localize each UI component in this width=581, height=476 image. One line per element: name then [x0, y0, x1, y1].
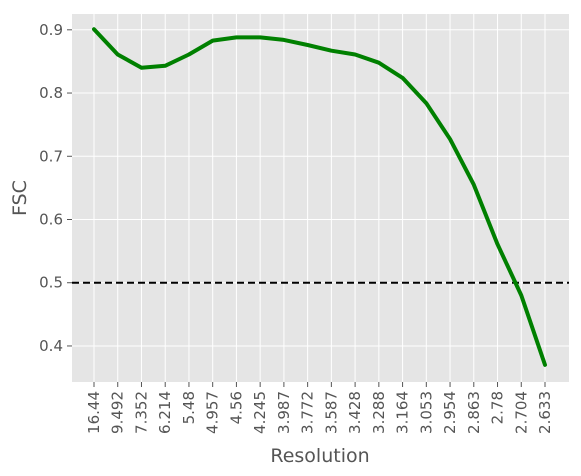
x-tick-label: 3.428: [346, 391, 364, 434]
y-ticks: 0.4 0.5 0.6 0.7 0.8 0.9: [39, 21, 72, 355]
y-axis-label: FSC: [9, 180, 31, 216]
x-tick-label: 2.863: [465, 391, 483, 434]
x-tick-label: 2.704: [512, 391, 530, 434]
plot-area: [72, 14, 569, 382]
x-tick-label: 6.214: [156, 391, 174, 434]
grid: [72, 14, 569, 382]
x-tick-label: 5.48: [180, 391, 198, 424]
y-tick-label: 0.8: [39, 84, 63, 102]
x-tick-label: 2.633: [536, 391, 554, 434]
y-tick-label: 0.6: [39, 210, 63, 228]
y-tick-label: 0.9: [39, 21, 63, 39]
x-tick-label: 3.772: [299, 391, 317, 434]
y-tick-label: 0.5: [39, 274, 63, 292]
x-tick-label: 2.78: [489, 391, 507, 424]
x-tick-label: 4.56: [227, 391, 245, 424]
x-tick-label: 3.053: [417, 391, 435, 434]
x-tick-label: 3.987: [275, 391, 293, 434]
x-ticks: 16.44 9.492 7.352 6.214 5.48 4.957 4.56 4.245 3.…: [85, 382, 554, 434]
x-tick-label: 3.288: [370, 391, 388, 434]
x-tick-label: 3.164: [394, 391, 412, 434]
x-tick-label: 4.245: [251, 391, 269, 434]
x-tick-label: 16.44: [85, 391, 103, 434]
x-tick-label: 4.957: [204, 391, 222, 434]
fsc-series-line: [92, 27, 547, 367]
x-tick-label: 2.954: [441, 391, 459, 434]
x-tick-label: 3.587: [322, 391, 340, 434]
x-axis-label: Resolution: [270, 445, 369, 467]
x-tick-label: 7.352: [132, 391, 150, 434]
y-tick-label: 0.4: [39, 337, 63, 355]
x-tick-label: 9.492: [109, 391, 127, 434]
y-tick-label: 0.7: [39, 147, 63, 165]
